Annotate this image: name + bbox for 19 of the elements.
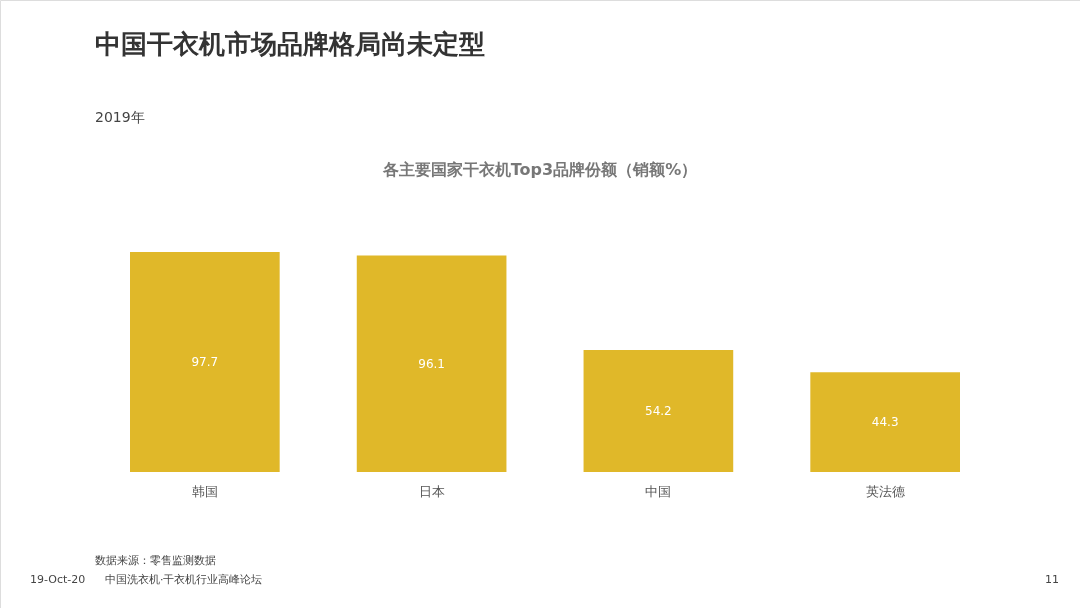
x-tick-label: 日本 (418, 484, 445, 499)
x-tick-label: 中国 (645, 484, 672, 499)
data-label: 54.2 (645, 403, 672, 418)
chart-title: 中国干衣机市场品牌格局尚未定型 (95, 29, 485, 59)
text: 19-Oct-20 (30, 573, 86, 586)
x-tick-label: 英法德 (865, 484, 905, 499)
data-label: 96.1 (418, 356, 445, 371)
bar (130, 252, 280, 472)
data-label: 97.7 (191, 355, 219, 369)
text: 中国洗衣机·干衣机行业高峰论坛 (105, 573, 263, 586)
text: 11 (1045, 573, 1059, 586)
bar (810, 372, 960, 472)
data-label: 44.3 (871, 415, 899, 430)
text: 各主要国家干衣机Top3品牌份额（销额%） (381, 160, 698, 179)
bar (583, 349, 734, 472)
source-note: 数据来源：零售监测数据 (95, 554, 216, 567)
chart-subtitle: 2019年 (95, 109, 145, 125)
x-tick-label: 韩国 (191, 484, 218, 499)
bar (356, 255, 507, 472)
